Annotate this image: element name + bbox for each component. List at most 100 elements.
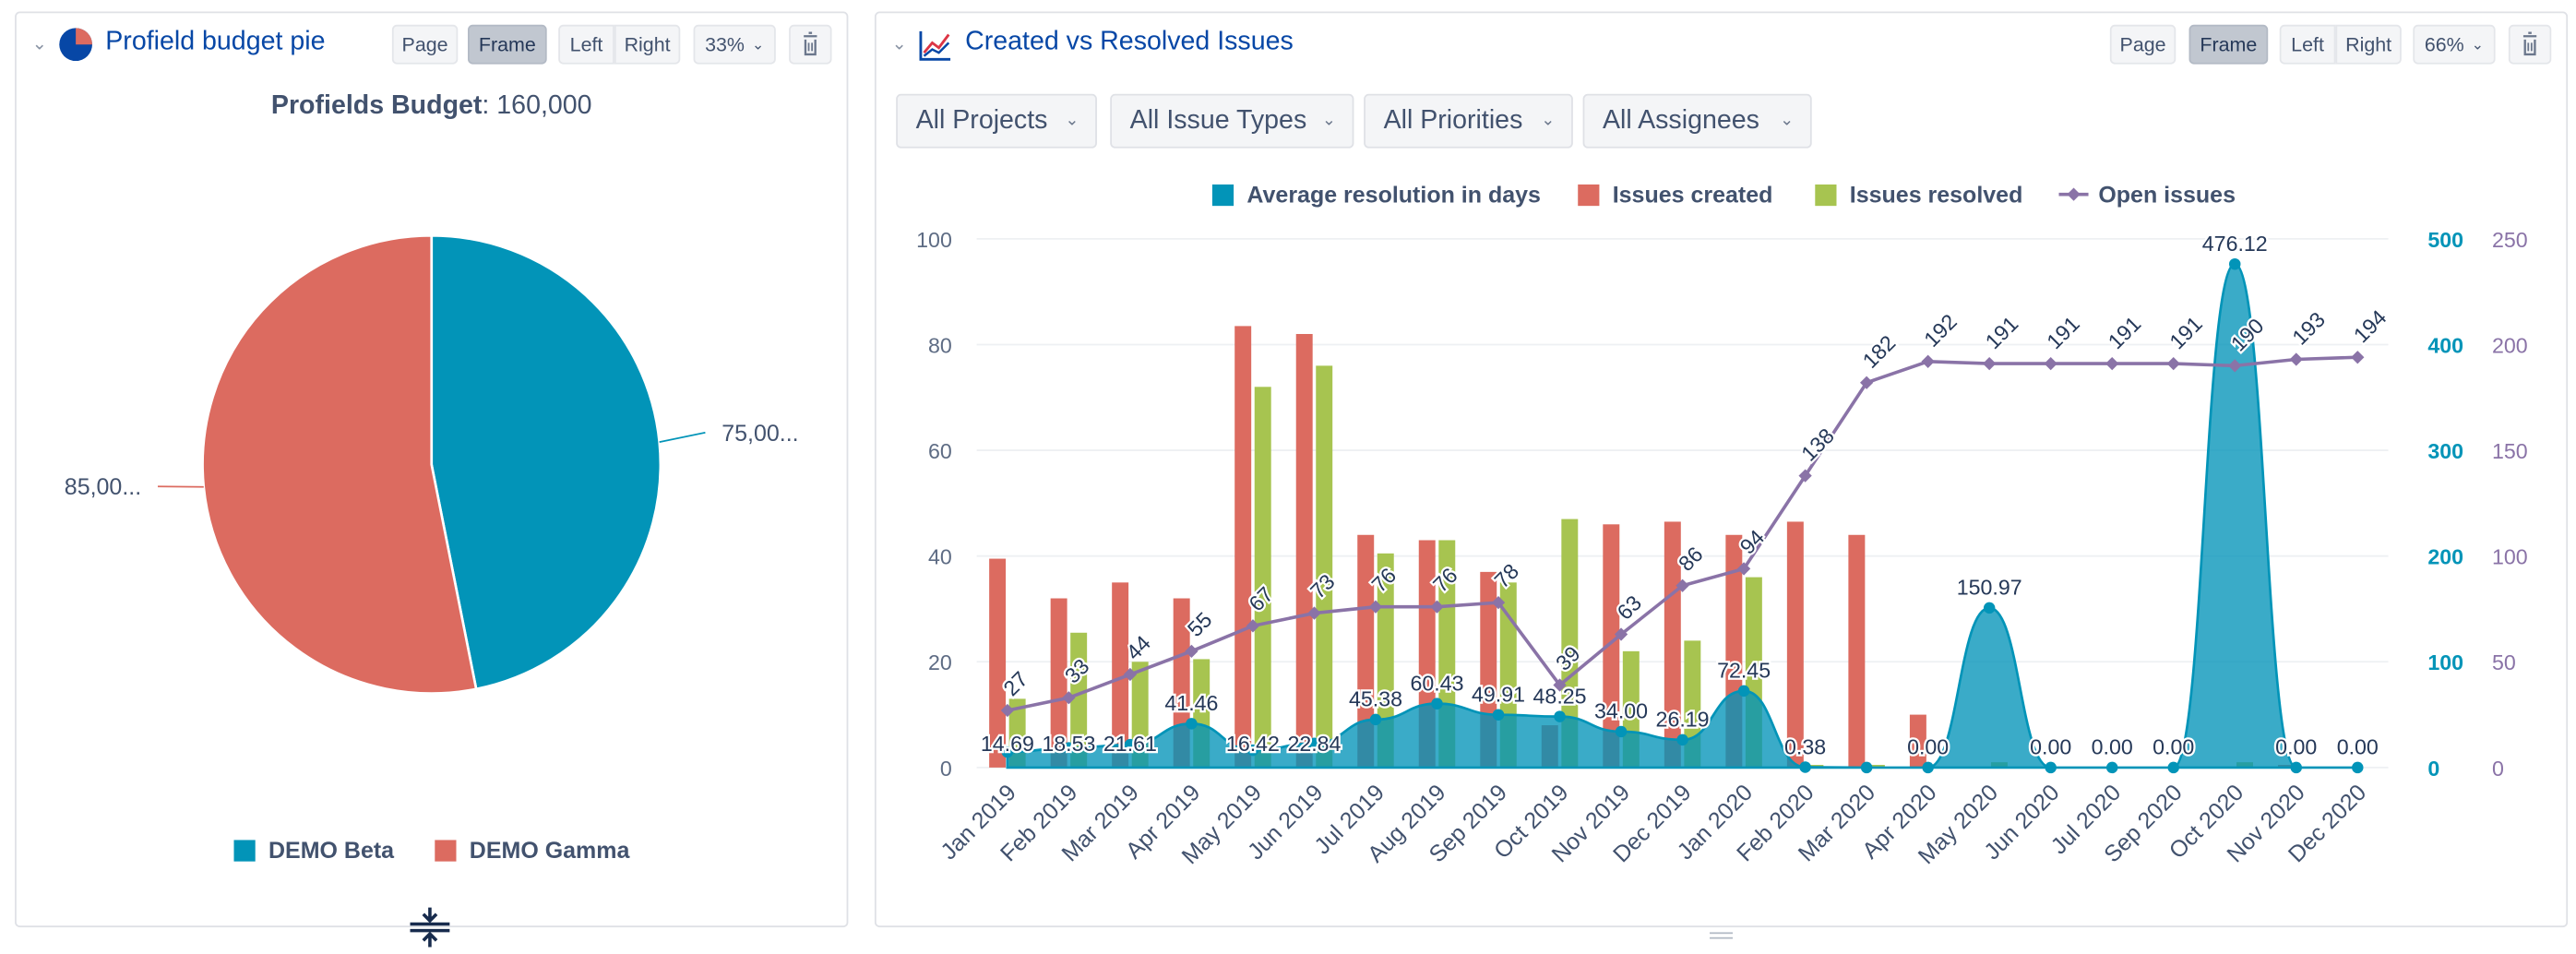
slice-label: 75,00...: [722, 421, 798, 447]
page-button[interactable]: Page: [391, 24, 459, 65]
open-issues-marker: [1430, 600, 1444, 614]
open-issues-data-label: 194: [2349, 305, 2391, 348]
slice-connector: [659, 431, 706, 443]
left-button[interactable]: Left: [2279, 24, 2336, 65]
filter-label: All Priorities: [1383, 107, 1523, 136]
pie-title-bold: Profields Budget: [270, 91, 483, 121]
gadget-title[interactable]: Profield budget pie: [105, 28, 326, 56]
projects-filter[interactable]: All Projects ⌄: [896, 93, 1097, 149]
open-issues-marker: [2105, 356, 2119, 371]
bar-issues-created: [1786, 521, 1804, 768]
bar-issues-resolved: [1254, 387, 1271, 768]
frame-button[interactable]: Frame: [467, 24, 547, 65]
filter-label: All Issue Types: [1129, 107, 1307, 136]
resolution-data-label: 0.00: [2030, 735, 2071, 759]
y-left-tick-label: 40: [928, 545, 952, 569]
resolution-data-label: 41.46: [1164, 691, 1218, 715]
priorities-filter[interactable]: All Priorities ⌄: [1364, 93, 1573, 149]
area-point: [1737, 685, 1750, 698]
legend-label: Average resolution in days: [1246, 181, 1541, 208]
bar-issues-created: [1603, 524, 1620, 768]
resolution-data-label: 48.25: [1533, 684, 1587, 708]
y-left-tick-label: 100: [916, 228, 952, 252]
resolution-data-label: 60.43: [1410, 671, 1463, 695]
delete-button[interactable]: [2508, 24, 2552, 65]
right-button[interactable]: Right: [614, 24, 681, 65]
open-issues-marker: [2228, 359, 2242, 373]
legend-item[interactable]: DEMO Gamma: [435, 837, 629, 863]
open-issues-marker: [1676, 578, 1689, 592]
combo-chart: 0 20 40 60 80 100 0 100 200 300 400 500 0 50 100 150 200…: [916, 228, 2528, 870]
zoom-select[interactable]: 66% ⌄: [2413, 24, 2496, 65]
chevron-down-icon: ⌄: [751, 36, 765, 54]
open-issues-marker: [1123, 667, 1138, 682]
y-right-teal-tick-label: 100: [2427, 650, 2463, 674]
y-right-purple-tick-label: 150: [2492, 439, 2528, 463]
open-issues-marker: [1983, 356, 1997, 371]
legend-item[interactable]: Open issues: [2058, 181, 2236, 208]
filter-label: All Projects: [915, 107, 1048, 136]
drag-handle-icon[interactable]: [1710, 932, 1734, 939]
gadget-header: ⌄ Created vs Resolved Issues Page Frame …: [877, 13, 2567, 76]
legend-item[interactable]: Issues created: [1578, 181, 1772, 208]
area-point: [1983, 602, 1996, 614]
resolution-data-label: 26.19: [1656, 708, 1710, 732]
resolution-data-label: 0.00: [1907, 735, 1949, 759]
y-right-teal-tick-label: 300: [2427, 439, 2463, 463]
bar-issues-created: [1050, 598, 1067, 768]
chevron-down-icon: ⌄: [1321, 112, 1336, 131]
gadget-header: ⌄ Profield budget pie Page Frame Left Ri…: [17, 13, 847, 76]
issue-types-filter[interactable]: All Issue Types ⌄: [1110, 93, 1354, 149]
legend-item[interactable]: DEMO Beta: [233, 836, 395, 864]
legend-label: DEMO Beta: [268, 836, 395, 864]
page-button[interactable]: Page: [2109, 24, 2176, 65]
open-issues-marker: [1798, 469, 1812, 483]
bar-issues-created: [1357, 534, 1375, 768]
resolution-data-label: 150.97: [1957, 576, 2022, 600]
resolution-data-label: 21.61: [1103, 732, 1157, 756]
delete-button[interactable]: [789, 24, 832, 65]
collapse-chevron-icon[interactable]: ⌄: [891, 34, 907, 54]
y-right-purple-tick-label: 100: [2492, 545, 2528, 569]
created-vs-resolved-gadget: ⌄ Created vs Resolved Issues Page Frame …: [874, 11, 2569, 939]
gadget-title[interactable]: Created vs Resolved Issues: [965, 28, 1294, 56]
frame-button[interactable]: Frame: [2188, 24, 2269, 65]
right-button[interactable]: Right: [2335, 24, 2402, 65]
trash-icon: [804, 31, 817, 56]
pie-chart-icon: [59, 28, 92, 62]
assignees-filter[interactable]: All Assignees ⌄: [1582, 93, 1812, 149]
bar-issues-created: [989, 558, 1007, 768]
area-point: [2167, 761, 2179, 774]
open-issues-data-label: 191: [1981, 312, 2023, 354]
open-issues-marker: [1368, 600, 1383, 614]
collapse-chevron-icon[interactable]: ⌄: [31, 34, 48, 54]
y-right-purple-tick-label: 0: [2492, 757, 2504, 781]
filter-label: All Assignees: [1602, 107, 1759, 136]
legend-item[interactable]: Average resolution in days: [1211, 181, 1541, 208]
bar-issues-resolved: [1316, 365, 1333, 768]
legend-swatch: [1815, 184, 1837, 207]
area-point: [1799, 761, 1811, 773]
resize-handle-icon[interactable]: [405, 902, 455, 952]
zoom-select[interactable]: 33% ⌄: [693, 24, 776, 65]
resolution-data-label: 16.42: [1226, 732, 1280, 756]
trash-icon: [2522, 31, 2537, 56]
resolution-data-label: 34.00: [1594, 699, 1648, 723]
y-left-tick-label: 60: [928, 439, 952, 463]
open-issues-marker: [1185, 644, 1199, 658]
y-right-purple-tick-label: 200: [2492, 333, 2528, 357]
legend-label: Issues created: [1612, 181, 1773, 208]
open-issues-marker: [1614, 627, 1628, 641]
resolution-data-label: 0.00: [2337, 735, 2379, 759]
pie-chart: 75,00... 85,00...: [65, 233, 799, 695]
resolution-data-label: 14.69: [981, 732, 1034, 756]
legend-item[interactable]: Issues resolved: [1815, 181, 2022, 208]
open-issues-data-label: 193: [2287, 307, 2330, 350]
bar-issues-resolved: [1070, 632, 1088, 768]
legend-label: Open issues: [2098, 181, 2236, 208]
zoom-value: 33%: [705, 32, 745, 56]
left-button[interactable]: Left: [558, 24, 614, 65]
y-right-purple-tick-label: 50: [2492, 650, 2516, 674]
legend-swatch: [233, 840, 256, 862]
chevron-down-icon: ⌄: [1780, 112, 1795, 131]
